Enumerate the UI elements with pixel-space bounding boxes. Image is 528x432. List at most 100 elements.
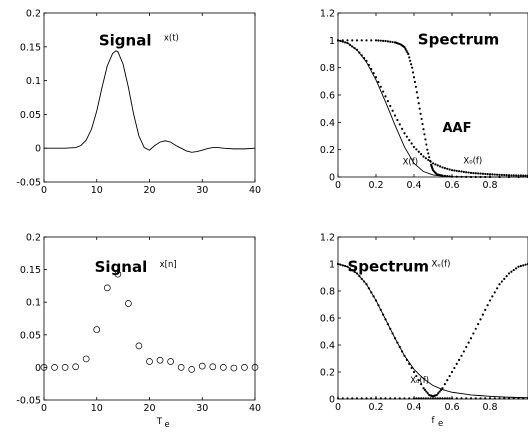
chart3-y-tick-label: 0 xyxy=(35,363,41,374)
chart2-series-2-dot xyxy=(431,162,435,165)
chart4-series-2-dot xyxy=(336,262,340,266)
chart2-series-3-dot xyxy=(416,96,419,99)
chart4-series-3-dot xyxy=(441,397,444,400)
chart2-series-3-dot xyxy=(412,76,416,79)
chart2-series-2-dot xyxy=(405,135,408,138)
chart4-series-2-dot xyxy=(341,264,344,267)
chart4-series-3-dot xyxy=(434,397,437,400)
chart3-series-1-marker xyxy=(125,300,132,307)
chart2-series-3-dot xyxy=(429,159,432,163)
chart2-series-2-dot xyxy=(401,127,404,130)
chart2-series-2-dot xyxy=(458,170,461,173)
chart4-series-3-dot xyxy=(415,397,418,400)
chart3-y-tick-label: -0.05 xyxy=(16,396,41,407)
chart2-annotation: AAF xyxy=(443,121,472,136)
chart4-series-3-dot xyxy=(403,397,406,400)
chart1-y-tick-label: 0.05 xyxy=(20,110,41,121)
chart2-series-2-dot xyxy=(443,167,446,170)
chart2-series-3-dot xyxy=(336,39,340,42)
chart4-series-2-dot xyxy=(469,337,473,340)
chart2-y-tick-label: 0.8 xyxy=(320,63,335,74)
chart4-series-2-dot xyxy=(512,268,515,272)
chart4-series-2-dot xyxy=(435,393,438,397)
chart2-series-2-dot xyxy=(422,155,425,158)
chart4-series-2-dot xyxy=(410,366,413,370)
chart4-series-3-dot xyxy=(448,397,451,400)
chart2-series-2-dot xyxy=(439,165,442,168)
chart4-series-2-dot xyxy=(420,383,423,386)
chart4-series-2-dot xyxy=(453,366,456,370)
chart2-series-2-dot xyxy=(477,172,480,175)
chart4-series-2-dot xyxy=(465,345,468,349)
chart4-series-3-dot xyxy=(522,397,525,400)
chart4-x-tick-label: 0.4 xyxy=(406,402,421,413)
chart2-series-2-dot xyxy=(403,132,406,135)
chart4-series-3-dot xyxy=(355,397,359,400)
chart2-series-3-dot xyxy=(382,39,385,42)
chart2-series-2-dot xyxy=(517,174,520,177)
chart2-series-3-dot xyxy=(414,85,417,88)
chart4-series-3-dot xyxy=(379,397,382,400)
chart4-y-tick-label: 0 xyxy=(329,395,335,406)
chart2-annotation: X₀(f) xyxy=(463,156,482,166)
chart4-series-2-dot xyxy=(439,388,443,391)
chart4-series-2-dot xyxy=(438,390,441,393)
chart4-series-3-dot xyxy=(384,397,387,400)
chart2-series-2-dot xyxy=(460,170,463,173)
chart3-series-1-marker xyxy=(251,364,259,371)
chart2-series-3-dot xyxy=(455,175,458,178)
chart2-series-3-dot xyxy=(408,56,411,59)
chart2-series-3-dot xyxy=(418,107,421,110)
chart4-series-2-dot xyxy=(363,280,366,283)
chart4-series-2-dot xyxy=(467,341,470,344)
chart2-series-2-dot xyxy=(398,123,401,126)
chart4-series-3-dot xyxy=(398,397,401,400)
chart4-series-2-dot xyxy=(493,291,496,294)
chart2-series-2-dot xyxy=(436,164,439,167)
chart2-series-3-dot xyxy=(426,148,429,151)
chart2-x-tick-label: 0.4 xyxy=(406,180,421,191)
chart2-series-2-dot xyxy=(467,171,470,174)
chart4-x-label-sub: e xyxy=(438,419,443,429)
chart2-series-2-dot xyxy=(372,72,375,75)
chart4-series-3-dot xyxy=(517,397,520,400)
chart2-y-tick-label: 0 xyxy=(329,173,335,184)
chart4-series-3-dot xyxy=(439,397,442,400)
chart4-y-tick-label: 0.8 xyxy=(320,287,335,298)
chart2-series-3-dot xyxy=(469,175,473,179)
chart4-series-2-dot xyxy=(408,362,411,365)
chart4-series-3-dot xyxy=(488,397,492,400)
chart2-series-2-dot xyxy=(515,174,518,177)
chart2-series-2-dot xyxy=(386,100,389,103)
chart2-series-3-dot xyxy=(465,175,468,178)
chart2-series-2-dot xyxy=(503,173,506,177)
chart2-series-3-dot xyxy=(411,71,415,74)
chart2-series-3-dot xyxy=(391,40,394,44)
chart2-series-3-dot xyxy=(441,174,444,177)
chart3-y-tick-label: 0.05 xyxy=(20,330,41,341)
chart2-series-2-dot xyxy=(493,173,496,176)
chart4-series-3-dot xyxy=(341,397,344,400)
chart2-series-2-dot xyxy=(379,85,382,88)
chart2-series-2-dot xyxy=(384,95,387,98)
chart2-x-tick-label: 0 xyxy=(335,180,341,191)
chart4-series-2-dot xyxy=(360,277,363,280)
chart3-series-1-marker xyxy=(198,362,206,370)
chart2-series-2-dot xyxy=(479,172,482,175)
chart2-series-3-dot xyxy=(428,156,431,159)
chart4-series-2-dot xyxy=(450,370,454,374)
chart2-series-2-dot xyxy=(363,57,366,60)
chart2-series-3-dot xyxy=(351,39,354,42)
chart2-series-3-dot xyxy=(427,152,430,155)
chart4-series-2-dot xyxy=(412,370,416,374)
chart4-series-2-dot xyxy=(384,318,387,321)
chart4-series-3-dot xyxy=(351,397,354,400)
chart3-x-tick-label: 40 xyxy=(249,403,261,414)
chart2-series-3-dot xyxy=(341,39,344,42)
chart4-series-3-dot xyxy=(507,397,511,400)
chart2-series-3-dot xyxy=(386,40,389,43)
chart2-series-2-dot xyxy=(434,163,437,166)
chart4-series-2-dot xyxy=(443,383,446,386)
chart2-series-3-dot xyxy=(346,39,349,42)
